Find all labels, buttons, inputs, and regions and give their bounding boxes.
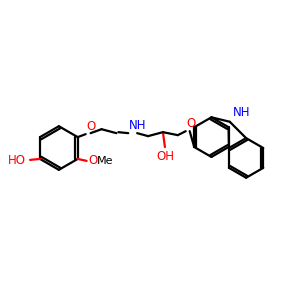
Text: NH: NH: [233, 106, 250, 119]
Text: O: O: [88, 154, 98, 167]
Text: HO: HO: [8, 154, 26, 167]
Text: O: O: [187, 117, 196, 130]
Text: O: O: [87, 120, 96, 133]
Text: Me: Me: [97, 156, 113, 166]
Text: OH: OH: [156, 150, 174, 163]
Text: NH: NH: [129, 119, 147, 132]
